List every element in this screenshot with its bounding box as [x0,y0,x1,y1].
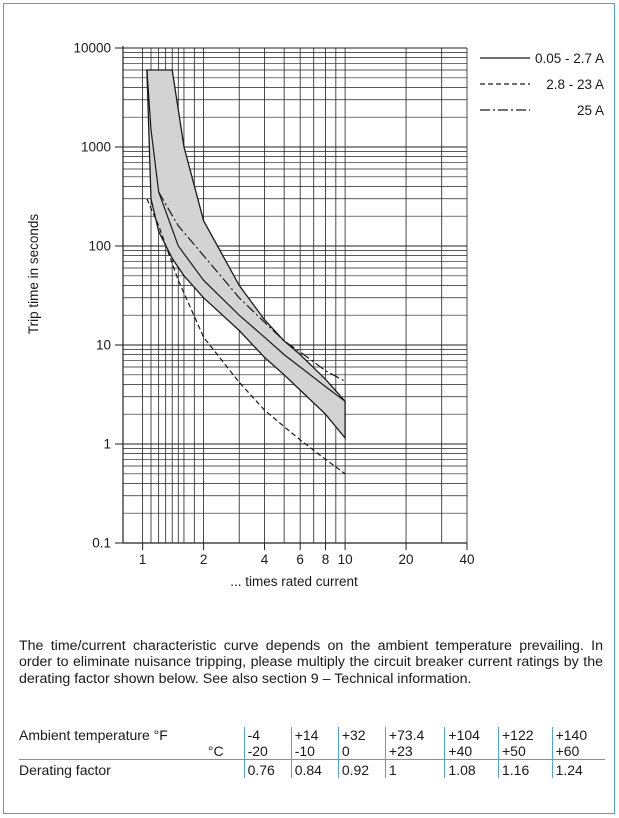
x-tick-label: 6 [296,552,304,567]
fahrenheit-cell: +122 [497,727,553,743]
celsius-cell: -10 [290,743,339,760]
x-tick-label: 4 [261,552,269,567]
derating-factor-cell: 0.84 [290,759,339,778]
y-tick-label: 10 [96,338,111,353]
legend-label: 25 A [577,103,604,118]
series-line [158,191,346,382]
x-tick-label: 8 [322,552,330,567]
fahrenheit-cell: +104 [444,727,499,743]
legend-label: 0.05 - 2.7 A [535,51,604,66]
celsius-cell: 0 [337,743,386,760]
y-tick-label: 1000 [81,140,111,155]
x-tick-label: 10 [338,552,353,567]
chart-axes: 0.1 1 10 100 1000 10000 1 2 4 6 8 10 20 40 [73,41,474,568]
fahrenheit-cell: -4 [243,727,292,743]
y-tick-label: 100 [88,239,111,254]
fahrenheit-label: Ambient temperature °F [19,727,168,743]
tolerance-band [146,69,346,440]
derating-factor-cell: 1.08 [444,759,499,778]
derating-factor-cell: 1.16 [497,759,553,778]
fahrenheit-row: Ambient temperature °F -4 +14 +32 +73.4 … [19,727,605,743]
series-line [146,69,346,402]
x-tick-label: 2 [200,552,208,567]
series-line [146,198,346,475]
fahrenheit-cell: +73.4 [384,727,445,743]
celsius-cell: +50 [497,743,553,760]
chart-legend: 0.05 - 2.7 A 2.8 - 23 A 25 A [480,51,604,118]
tolerance-band-area [146,69,346,440]
derating-factor-cell: 1.24 [551,759,605,778]
fahrenheit-cell: +14 [290,727,339,743]
derating-factor-cell: 0.76 [243,759,292,778]
derating-table: Ambient temperature °F -4 +14 +32 +73.4 … [19,727,605,778]
derating-factor-cell: 1 [384,759,445,778]
page-frame [3,3,615,814]
x-tick-label: 1 [139,552,147,567]
derating-factor-label: Derating factor [19,759,245,778]
x-tick-label: 40 [459,552,474,567]
celsius-label: °C [207,743,224,759]
x-axis-label: ... times rated current [230,574,358,589]
celsius-cell: +40 [444,743,499,760]
y-tick-label: 10000 [73,41,111,56]
description-text: The time/current characteristic curve de… [19,638,603,687]
fahrenheit-cell: +32 [337,727,386,743]
trip-characteristic-chart: 0.1 1 10 100 1000 10000 1 2 4 6 8 10 20 40 0.05 - 2.7… [26,41,604,590]
legend-label: 2.8 - 23 A [546,77,604,92]
y-tick-label: 0.1 [92,536,111,551]
y-axis-label: Trip time in seconds [26,214,41,335]
derating-factor-cell: 0.92 [337,759,386,778]
celsius-cell: -20 [243,743,292,760]
y-tick-label: 1 [103,437,111,452]
chart-series [146,69,346,475]
celsius-cell: +23 [384,743,445,760]
x-tick-label: 20 [399,552,414,567]
celsius-cell: +60 [551,743,605,760]
derating-factor-row: Derating factor 0.76 0.84 0.92 1 1.08 1.… [19,759,605,778]
celsius-row: °C -20 -10 0 +23 +40 +50 +60 [19,743,605,760]
fahrenheit-cell: +140 [551,727,605,743]
